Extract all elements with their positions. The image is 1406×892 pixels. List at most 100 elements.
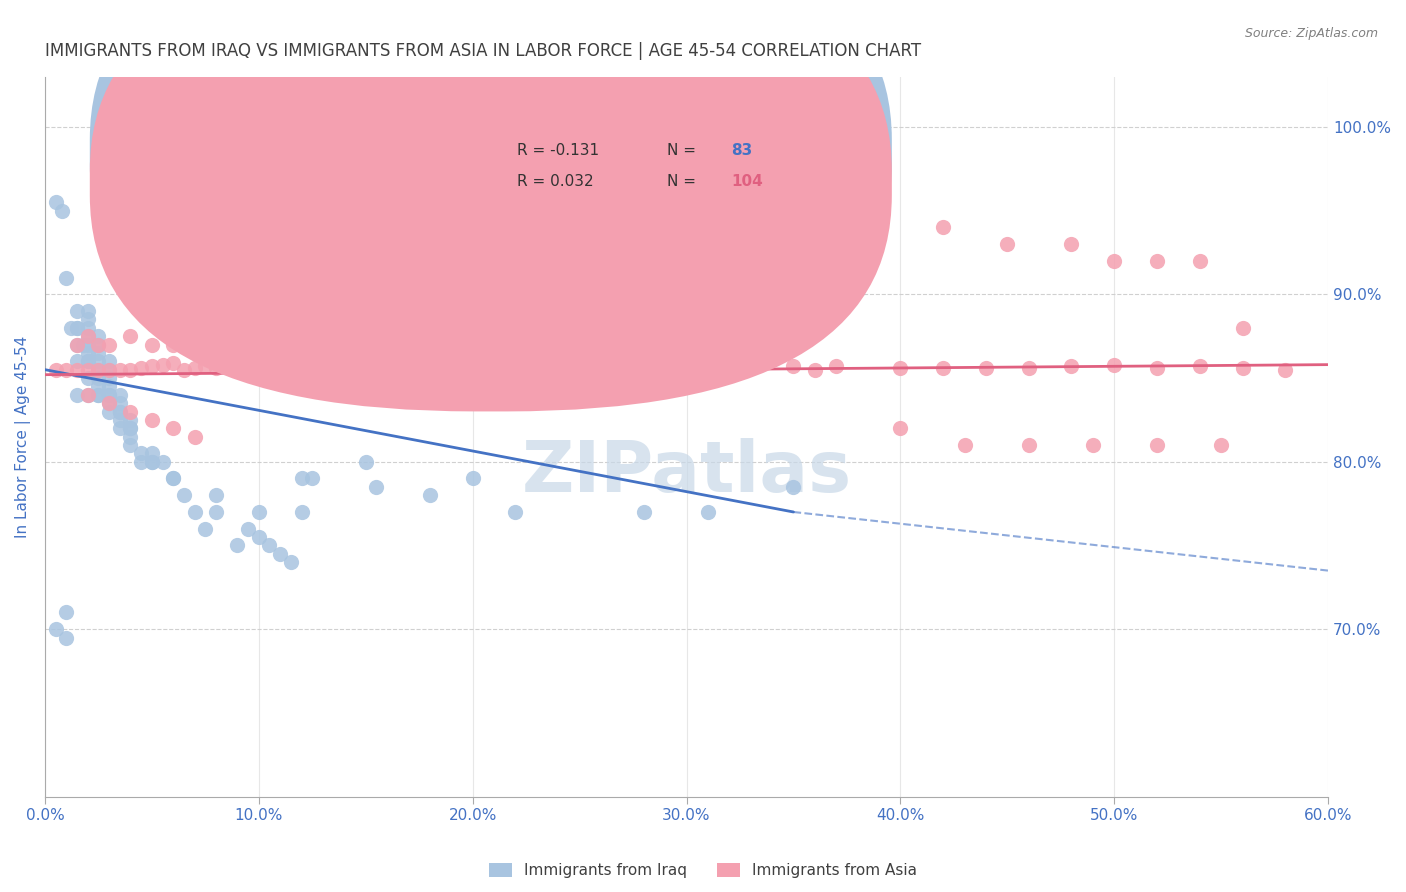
- Point: [98, 396, 121, 410]
- Point: [76, 304, 98, 318]
- Point: [183, 505, 205, 519]
- Point: [366, 358, 388, 372]
- Point: [247, 530, 270, 544]
- Point: [120, 438, 142, 452]
- Point: [120, 404, 142, 418]
- Point: [98, 388, 121, 402]
- Point: [120, 329, 142, 343]
- Point: [1146, 361, 1168, 376]
- FancyBboxPatch shape: [456, 120, 815, 206]
- Point: [76, 320, 98, 334]
- Point: [183, 361, 205, 376]
- Point: [236, 522, 259, 536]
- Point: [259, 359, 281, 374]
- Point: [108, 362, 131, 376]
- Point: [247, 346, 270, 360]
- Point: [333, 346, 356, 360]
- Point: [932, 361, 955, 376]
- Point: [162, 471, 184, 485]
- Point: [461, 358, 484, 372]
- Point: [343, 358, 366, 372]
- Point: [66, 388, 89, 402]
- Point: [141, 446, 163, 460]
- Point: [280, 555, 302, 569]
- Point: [482, 361, 505, 376]
- Point: [366, 480, 388, 494]
- Point: [675, 354, 697, 368]
- Point: [76, 354, 98, 368]
- Point: [66, 320, 89, 334]
- Point: [740, 354, 762, 368]
- Point: [889, 361, 911, 376]
- Point: [173, 362, 195, 376]
- Point: [1146, 253, 1168, 268]
- FancyBboxPatch shape: [90, 0, 891, 381]
- Point: [889, 421, 911, 435]
- Point: [55, 606, 77, 620]
- Point: [247, 358, 270, 372]
- Point: [120, 421, 142, 435]
- Point: [782, 480, 804, 494]
- Text: 83: 83: [731, 144, 752, 158]
- Point: [87, 388, 110, 402]
- Text: ZIPatlas: ZIPatlas: [522, 438, 852, 508]
- Point: [87, 388, 110, 402]
- Point: [505, 359, 527, 374]
- Point: [45, 195, 67, 210]
- Point: [120, 413, 142, 427]
- Point: [76, 371, 98, 385]
- Point: [290, 346, 312, 360]
- Point: [675, 359, 697, 374]
- Point: [1060, 237, 1083, 252]
- Point: [76, 337, 98, 351]
- Point: [505, 505, 527, 519]
- Point: [108, 413, 131, 427]
- Point: [1232, 361, 1254, 376]
- Point: [66, 337, 89, 351]
- Point: [141, 337, 163, 351]
- Point: [173, 488, 195, 502]
- Point: [205, 505, 228, 519]
- Point: [98, 371, 121, 385]
- Point: [87, 337, 110, 351]
- Point: [45, 362, 67, 376]
- Point: [141, 413, 163, 427]
- Point: [269, 359, 291, 374]
- Point: [76, 329, 98, 343]
- Point: [120, 429, 142, 443]
- Point: [226, 539, 249, 553]
- Point: [98, 396, 121, 410]
- Text: Source: ZipAtlas.com: Source: ZipAtlas.com: [1244, 27, 1378, 40]
- Point: [568, 359, 591, 374]
- Point: [55, 631, 77, 645]
- FancyBboxPatch shape: [90, 0, 891, 411]
- Point: [280, 358, 302, 372]
- Text: N =: N =: [668, 174, 696, 189]
- Point: [98, 362, 121, 376]
- Point: [1104, 358, 1126, 372]
- Point: [696, 505, 718, 519]
- Legend: Immigrants from Iraq, Immigrants from Asia: Immigrants from Iraq, Immigrants from As…: [482, 857, 924, 884]
- Text: R = -0.131: R = -0.131: [517, 144, 599, 158]
- Point: [398, 361, 420, 376]
- Y-axis label: In Labor Force | Age 45-54: In Labor Force | Age 45-54: [15, 335, 31, 538]
- Point: [66, 354, 89, 368]
- Point: [354, 455, 377, 469]
- Point: [51, 203, 73, 218]
- Point: [194, 522, 217, 536]
- Point: [301, 361, 323, 376]
- Point: [205, 361, 228, 376]
- Point: [269, 547, 291, 561]
- Point: [419, 337, 441, 351]
- Point: [461, 471, 484, 485]
- Point: [108, 421, 131, 435]
- Point: [120, 362, 142, 376]
- Point: [568, 354, 591, 368]
- Point: [45, 622, 67, 636]
- Point: [718, 362, 741, 376]
- Point: [205, 488, 228, 502]
- Point: [547, 361, 569, 376]
- Point: [1104, 253, 1126, 268]
- Point: [152, 455, 174, 469]
- Point: [696, 361, 718, 376]
